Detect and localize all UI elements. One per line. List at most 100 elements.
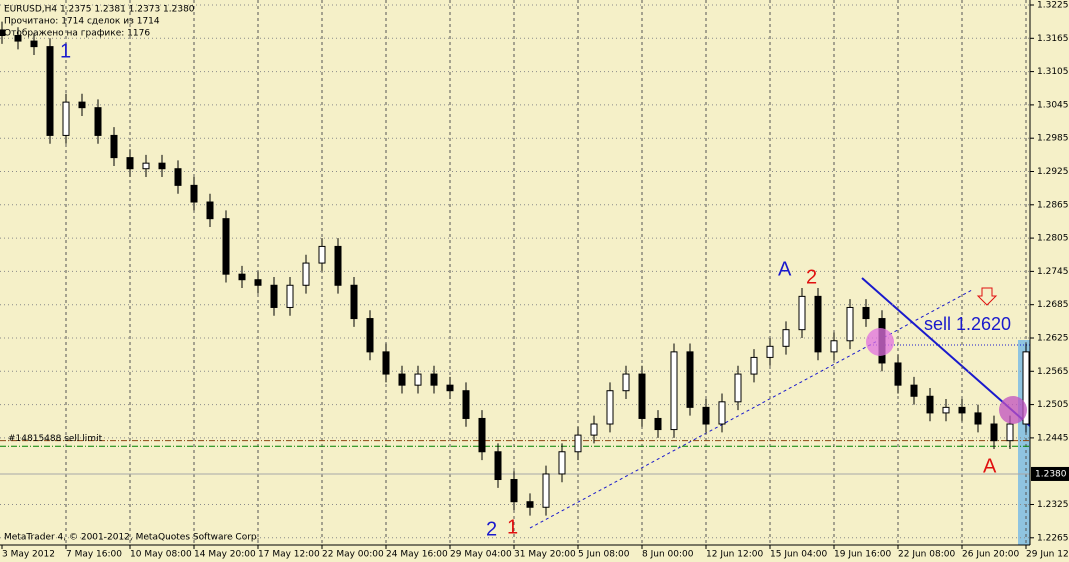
candle-body <box>654 417 662 431</box>
x-tick-label: 29 Jun 12:00 <box>1026 550 1069 560</box>
candle-body <box>350 284 358 320</box>
header-line: EURUSD,H4 1.2375 1.2381 1.2373 1.2380 <box>4 5 195 15</box>
candle-body <box>158 162 166 170</box>
y-tick-label: 1.3165 <box>1037 34 1069 44</box>
plot: #14815488 sell limit <box>0 0 1030 545</box>
candle-body <box>206 201 214 220</box>
candle-body <box>398 373 406 386</box>
candle-body <box>526 501 534 508</box>
candle-body <box>94 107 102 136</box>
x-tick-label: 24 May 16:00 <box>386 550 448 560</box>
candle-body <box>606 390 614 425</box>
candle-body <box>1006 423 1014 442</box>
candle-body <box>414 373 422 386</box>
x-tick-label: 7 May 16:00 <box>66 550 122 560</box>
x-tick-label: 3 May 2012 <box>2 550 55 560</box>
trend-line <box>861 277 1031 427</box>
x-tick-label: 5 Jun 08:00 <box>578 550 630 560</box>
candle-body <box>862 306 870 320</box>
candle-body <box>430 373 438 386</box>
candle-body <box>750 356 758 375</box>
candle-body <box>542 473 550 508</box>
order-label: #14815488 sell limit <box>8 434 103 444</box>
y-tick-label: 1.2745 <box>1037 267 1069 277</box>
candle-body <box>574 434 582 453</box>
candle-body <box>942 406 950 414</box>
candle-body <box>382 351 390 375</box>
x-tick-label: 29 May 04:00 <box>450 550 512 560</box>
y-tick-label: 1.2925 <box>1037 167 1069 177</box>
candle-body <box>782 329 790 347</box>
candle-body <box>174 168 182 186</box>
candle-body <box>734 373 742 403</box>
marker-circle <box>999 396 1027 424</box>
candle-body <box>30 40 38 48</box>
candle-body <box>254 279 262 286</box>
x-tick-label: 22 May 00:00 <box>322 550 384 560</box>
header-line: Отображено на графике: 1176 <box>4 29 150 39</box>
x-tick-label: 31 May 20:00 <box>514 550 576 560</box>
candle-body <box>958 406 966 414</box>
x-tick-label: 10 May 08:00 <box>130 550 192 560</box>
candle-body <box>510 479 518 503</box>
annotation: A <box>778 258 792 280</box>
copyright: MetaTrader 4, © 2001-2012, MetaQuotes So… <box>4 533 260 543</box>
candle-body <box>318 245 326 264</box>
candle-body <box>558 451 566 475</box>
candle-body <box>974 412 982 425</box>
y-tick-label: 1.2625 <box>1037 333 1069 343</box>
candle-body <box>126 157 134 170</box>
sell-arrow <box>976 287 998 306</box>
annotation: A <box>983 455 997 477</box>
candle-body <box>270 284 278 308</box>
annotation: 1 <box>507 516 518 538</box>
last-price-label: 1.2380 <box>1035 469 1067 479</box>
candle-body <box>110 134 118 159</box>
x-tick-label: 15 Jun 04:00 <box>770 550 827 560</box>
candle-body <box>142 162 150 170</box>
candle-body <box>702 406 710 425</box>
annotation: sell 1.2620 <box>924 314 1011 334</box>
y-tick-label: 1.2805 <box>1037 234 1069 244</box>
annotation: 2 <box>486 518 497 540</box>
candle-body <box>302 262 310 286</box>
candle-body <box>462 390 470 419</box>
candle-body <box>894 362 902 386</box>
y-tick-label: 1.3225 <box>1037 0 1069 10</box>
candle-body <box>78 101 86 109</box>
y-tick-label: 1.2865 <box>1037 200 1069 210</box>
candle-body <box>334 245 342 286</box>
header-line: Прочитано: 1714 сделок из 1714 <box>4 17 160 27</box>
x-tick-label: 8 Jun 00:00 <box>642 550 694 560</box>
annotation: 2 <box>806 266 817 288</box>
x-tick-label: 26 Jun 20:00 <box>962 550 1019 560</box>
candle-body <box>222 218 230 275</box>
candle-body <box>638 373 646 419</box>
candle-body <box>62 101 70 136</box>
y-tick-label: 1.2985 <box>1037 134 1069 144</box>
x-tick-label: 14 May 20:00 <box>194 550 256 560</box>
candle-body <box>46 46 54 136</box>
candle-body <box>14 35 22 42</box>
candle-body <box>846 306 854 342</box>
candle-body <box>238 273 246 281</box>
candle-body <box>830 340 838 353</box>
y-tick-label: 1.2565 <box>1037 367 1069 377</box>
candle-body <box>798 295 806 331</box>
candle-body <box>766 345 774 358</box>
candle-body <box>1022 351 1030 425</box>
candle-body <box>366 318 374 353</box>
y-tick-label: 1.3045 <box>1037 100 1069 110</box>
candle-body <box>670 351 678 431</box>
x-tick-label: 19 Jun 16:00 <box>834 550 891 560</box>
y-tick-label: 1.2505 <box>1037 400 1069 410</box>
marker-circle <box>866 328 894 356</box>
candle-body <box>0 29 6 37</box>
x-tick-label: 22 Jun 08:00 <box>898 550 955 560</box>
candle-body <box>718 401 726 425</box>
candle-body <box>478 417 486 453</box>
candle-body <box>910 384 918 397</box>
candle-body <box>286 284 294 308</box>
